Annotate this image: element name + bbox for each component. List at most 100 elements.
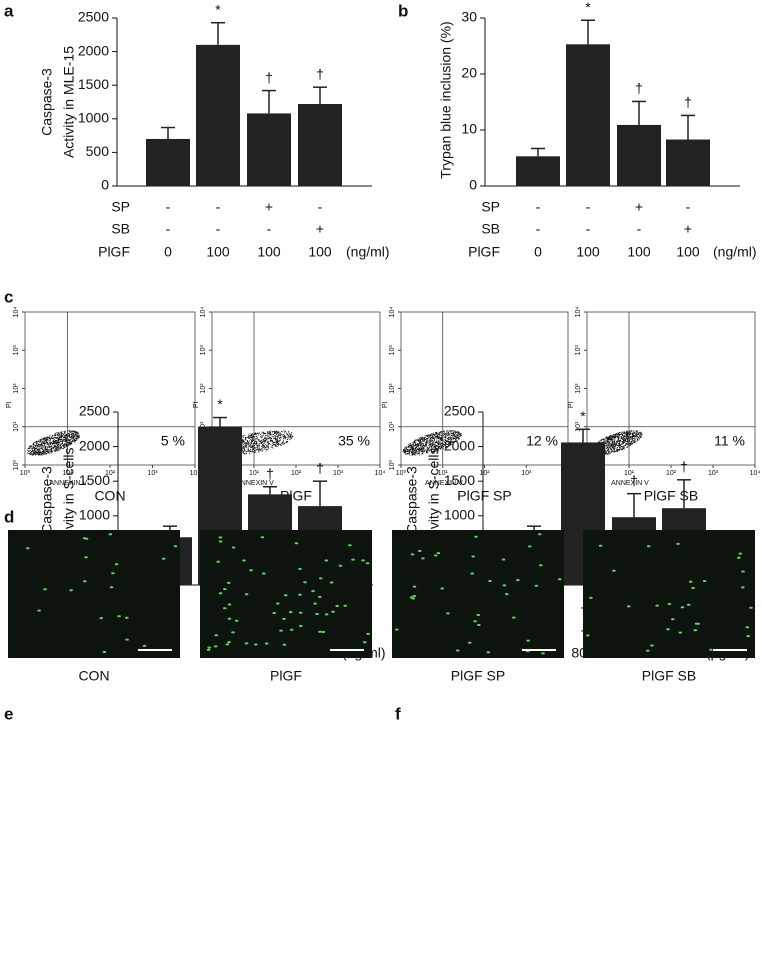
y-tick-label: 2000	[79, 437, 110, 453]
y-tick-label: 10⁰	[388, 460, 396, 471]
image-caption: PlGF SP	[451, 668, 505, 684]
x-tick-label: 10³	[147, 470, 158, 477]
y-tick-label: 0	[101, 177, 109, 193]
y-tick-label: 0	[469, 177, 477, 193]
y-tick-label: 10⁴	[200, 307, 207, 318]
significance-marker: †	[635, 80, 643, 96]
x-tick-label: 10⁰	[396, 469, 407, 477]
x-tick-label: 10²	[291, 470, 302, 477]
y-tick-label: 10	[461, 121, 477, 137]
y-axis-label: PI	[568, 401, 575, 408]
significance-marker: *	[580, 408, 586, 424]
micrograph	[200, 530, 372, 658]
y-axis-label: Caspase-3	[39, 466, 55, 534]
condition-value: 100	[206, 244, 230, 260]
y-axis-label: PI	[382, 401, 389, 408]
bar	[146, 138, 190, 186]
x-tick-label: 10⁴	[750, 470, 761, 477]
micrograph	[583, 530, 755, 658]
image-caption: PlGF SB	[642, 668, 696, 684]
bar	[666, 139, 710, 186]
y-tick-label: 10²	[389, 383, 396, 394]
y-tick-label: 2500	[78, 9, 109, 25]
x-tick-label: 10¹	[249, 470, 260, 477]
y-tick-label: 10¹	[13, 421, 20, 432]
micrograph	[392, 530, 564, 658]
y-tick-label: 500	[86, 143, 110, 159]
plot-caption: PlGF SP	[457, 488, 511, 504]
condition-value: -	[166, 199, 171, 215]
condition-name: SB	[111, 221, 130, 237]
significance-marker: †	[316, 66, 324, 82]
significance-marker: *	[215, 1, 221, 17]
y-axis-label: Activity in MLE-15	[61, 46, 77, 158]
event-cloud	[27, 430, 80, 456]
x-axis-label: ANNEXIN V	[425, 480, 463, 487]
y-tick-label: 10³	[200, 345, 207, 356]
x-tick-label: 10¹	[438, 470, 449, 477]
significance-marker: *	[585, 0, 591, 15]
condition-value: +	[265, 199, 273, 215]
image-caption: CON	[78, 668, 109, 684]
image-caption: PlGF	[270, 668, 302, 684]
x-tick-label: 10¹	[62, 470, 73, 477]
condition-name: SB	[481, 221, 500, 237]
condition-value: -	[686, 199, 691, 215]
y-tick-label: 10¹	[200, 421, 207, 432]
condition-name: SP	[481, 199, 500, 215]
y-axis-label: Caspase-3	[404, 466, 420, 534]
condition-name: SP	[111, 199, 130, 215]
condition-value: 100	[627, 244, 651, 260]
condition-value: -	[586, 199, 591, 215]
y-tick-label: 10³	[389, 345, 396, 356]
y-tick-label: 10⁰	[12, 460, 20, 471]
quadrant-percent: 35 %	[338, 433, 370, 449]
y-axis-label: PI	[193, 401, 200, 408]
quadrant-percent: 12 %	[526, 433, 558, 449]
y-tick-label: 10⁴	[389, 307, 396, 318]
significance-marker: †	[265, 69, 273, 85]
cell-spots	[206, 536, 370, 651]
y-axis-label: Activity in S-cells	[426, 447, 442, 552]
event-cloud	[402, 430, 462, 456]
condition-value: -	[216, 199, 221, 215]
condition-value: -	[586, 221, 591, 237]
condition-name: PlGF	[468, 244, 500, 260]
y-tick-label: 10⁴	[575, 307, 582, 318]
significance-marker: †	[680, 459, 688, 475]
cell-spots	[586, 542, 753, 652]
x-tick-label: 10²	[105, 470, 116, 477]
bar	[566, 44, 610, 186]
y-tick-label: 10²	[200, 383, 207, 394]
condition-value: 0	[534, 244, 542, 260]
y-tick-label: 2000	[78, 42, 109, 58]
y-tick-label: 30	[461, 9, 477, 25]
x-axis-label: ANNEXIN V	[49, 480, 87, 487]
condition-value: 100	[308, 244, 332, 260]
condition-value: +	[635, 199, 643, 215]
y-axis-label: Trypan blue inclusion (%)	[438, 21, 454, 178]
panel-letter: f	[395, 704, 401, 723]
condition-value: 0	[164, 244, 172, 260]
y-tick-label: 2500	[444, 403, 475, 419]
y-tick-label: 2500	[79, 403, 110, 419]
condition-value: -	[166, 221, 171, 237]
x-axis-label: ANNEXIN V	[611, 480, 649, 487]
y-tick-label: 10³	[575, 345, 582, 356]
y-tick-label: 10²	[575, 383, 582, 394]
condition-value: +	[316, 221, 324, 237]
significance-marker: †	[684, 94, 692, 110]
bar	[196, 44, 240, 186]
plot-caption: CON	[94, 488, 125, 504]
y-tick-label: 10¹	[575, 421, 582, 432]
panel-letter: a	[4, 1, 14, 20]
y-tick-label: 1000	[444, 507, 475, 523]
condition-value: +	[684, 221, 692, 237]
y-axis-label: PI	[6, 401, 13, 408]
condition-value: -	[536, 221, 541, 237]
condition-unit: (ng/ml)	[713, 244, 757, 260]
x-tick-label: 10¹	[624, 470, 635, 477]
condition-value: 100	[257, 244, 281, 260]
y-tick-label: 1500	[78, 76, 109, 92]
